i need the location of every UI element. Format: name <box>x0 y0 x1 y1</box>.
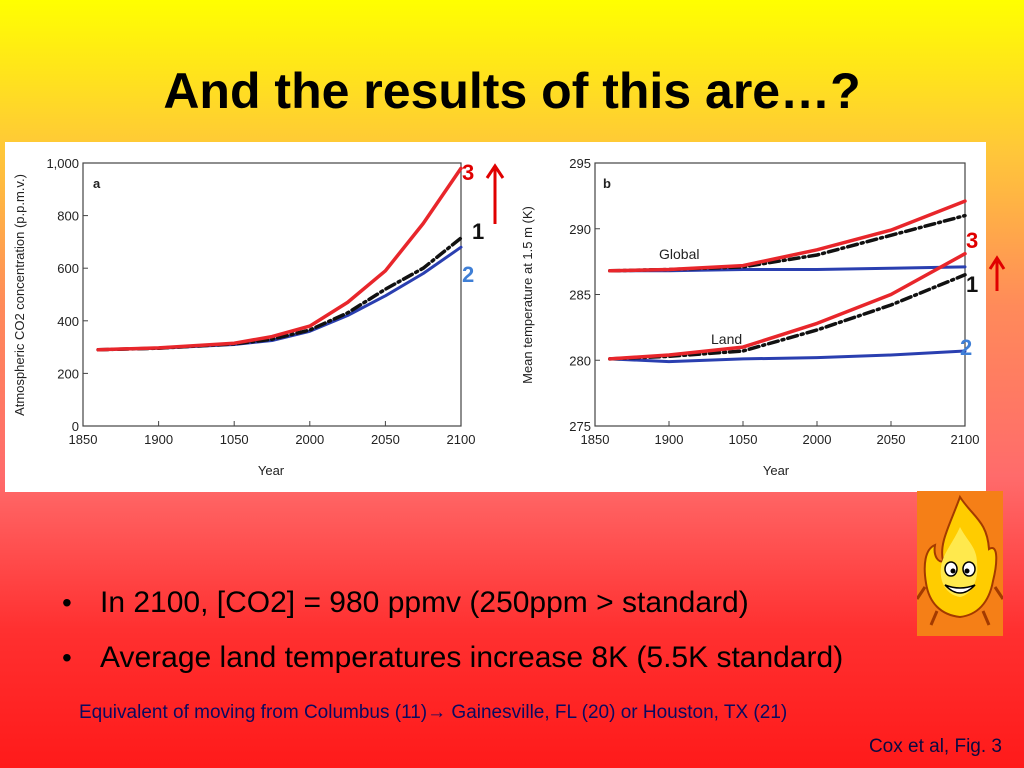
y-tick-label: 280 <box>569 353 591 368</box>
series-line <box>608 273 967 361</box>
bullet-dot: • <box>62 587 72 618</box>
series-line <box>608 199 967 273</box>
panel-b-frame <box>594 162 966 427</box>
x-tick-label: 1850 <box>581 432 610 447</box>
x-tick-label: 1900 <box>144 432 173 447</box>
marker-b-1: 1 <box>966 272 978 297</box>
x-tick-label: 1850 <box>69 432 98 447</box>
series-line <box>608 251 967 361</box>
y-tick-label: 0 <box>72 419 79 434</box>
y-tick-label: 285 <box>569 288 591 303</box>
panel-b-xlabel: Year <box>763 463 790 478</box>
marker-a-2: 2 <box>462 262 474 287</box>
y-tick-label: 800 <box>57 209 79 224</box>
series-line <box>96 166 463 352</box>
x-tick-label: 1900 <box>655 432 684 447</box>
panel-a-label: a <box>93 176 101 191</box>
x-tick-label: 2050 <box>877 432 906 447</box>
series-line <box>608 349 967 364</box>
y-tick-label: 275 <box>569 419 591 434</box>
marker-a-3: 3 <box>462 160 474 185</box>
land-series-label: Land <box>711 331 742 347</box>
panel-a-ylabel: Atmospheric CO2 concentration (p.p.m.v.) <box>12 174 27 416</box>
bullet-text: In 2100, [CO2] = 980 ppmv (250ppm > stan… <box>100 586 749 619</box>
y-tick-label: 1,000 <box>46 156 79 171</box>
global-series-label: Global <box>659 246 699 262</box>
y-tick-label: 295 <box>569 156 591 171</box>
slide-title: And the results of this are…? <box>163 63 861 119</box>
bullet-item: • In 2100, [CO2] = 980 ppmv (250ppm > sta… <box>56 582 843 637</box>
up-arrow-icon <box>988 255 1006 291</box>
bullet-item: • Average land temperatures increase 8K (… <box>56 637 843 692</box>
bullet-text: Average land temperatures increase 8K (5… <box>100 641 844 674</box>
figure-panel: a Year Atmospheric CO2 concentration (p.… <box>5 142 986 492</box>
footnote-part2: Gainesville, FL (20) or Houston, TX (21) <box>446 702 788 723</box>
y-tick-label: 600 <box>57 261 79 276</box>
figure-svg: a Year Atmospheric CO2 concentration (p.… <box>12 156 980 478</box>
marker-b-2: 2 <box>960 335 972 360</box>
x-tick-label: 2000 <box>803 432 832 447</box>
panel-a-xlabel: Year <box>258 463 285 478</box>
panel-a-frame <box>82 162 462 427</box>
bullet-dot: • <box>62 642 72 673</box>
panel-b-label: b <box>603 176 611 191</box>
citation: Cox et al, Fig. 3 <box>868 736 1002 757</box>
x-tick-label: 1050 <box>729 432 758 447</box>
x-tick-label: 2100 <box>951 432 980 447</box>
y-tick-label: 200 <box>57 366 79 381</box>
up-arrow-icon <box>485 163 505 224</box>
flame-mascot-icon <box>915 491 1005 636</box>
marker-b-3: 3 <box>966 228 978 253</box>
y-tick-label: 290 <box>569 222 591 237</box>
x-tick-label: 1050 <box>220 432 249 447</box>
x-tick-label: 2050 <box>371 432 400 447</box>
footnote: Equivalent of moving from Columbus (11)→… <box>79 702 787 724</box>
bullet-list: • In 2100, [CO2] = 980 ppmv (250ppm > sta… <box>56 582 843 692</box>
footnote-part1: Equivalent of moving from Columbus (11) <box>79 702 428 723</box>
series-line <box>608 213 967 273</box>
flame-mascot-image <box>915 491 1005 636</box>
x-tick-label: 2100 <box>447 432 476 447</box>
panel-b-ylabel: Mean temperature at 1.5 m (K) <box>520 206 535 384</box>
right-arrow-icon: → <box>427 702 447 723</box>
x-tick-label: 2000 <box>295 432 324 447</box>
marker-a-1: 1 <box>472 219 484 244</box>
y-tick-label: 400 <box>57 314 79 329</box>
